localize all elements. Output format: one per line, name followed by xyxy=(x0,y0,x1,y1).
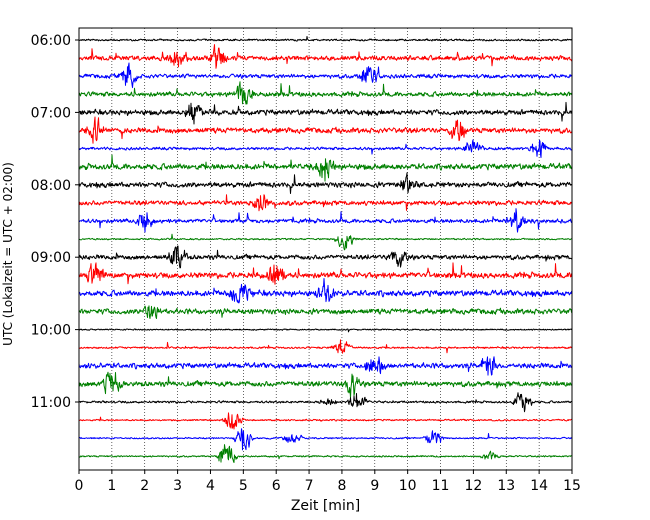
x-tick-label: 7 xyxy=(305,478,314,494)
plot-frame xyxy=(78,27,573,471)
seismic-trace-1045 xyxy=(78,371,573,399)
x-tick-label: 12 xyxy=(464,478,482,494)
y-tick-label: 10:00 xyxy=(31,323,71,339)
seismic-trace-0900 xyxy=(78,245,573,269)
seismic-trace-1145 xyxy=(78,444,573,463)
x-tick-label: 15 xyxy=(563,478,581,494)
seismic-trace-0700 xyxy=(79,101,573,125)
x-tick-label: 14 xyxy=(530,478,548,494)
x-tick-label: 1 xyxy=(107,478,116,494)
y-tick-label: 08:00 xyxy=(31,178,71,194)
x-tick-label: 10 xyxy=(399,478,417,494)
seismic-trace-0800 xyxy=(78,172,573,194)
x-tick-label: 2 xyxy=(140,478,149,494)
x-tick-label: 4 xyxy=(206,478,215,494)
seismic-trace-0745 xyxy=(78,154,573,182)
seismic-trace-0615 xyxy=(78,44,573,69)
y-tick-label: 09:00 xyxy=(31,250,71,266)
y-tick-label: 07:00 xyxy=(31,105,71,121)
seismic-trace-0945 xyxy=(78,305,573,319)
seismic-trace-1030 xyxy=(78,356,573,376)
x-tick-label: 5 xyxy=(239,478,248,494)
y-axis-title: UTC (Lokalzeit = UTC + 02:00) xyxy=(1,162,15,346)
x-tick-label: 9 xyxy=(370,478,379,494)
y-tick-label: 11:00 xyxy=(31,395,71,411)
y-tick-label: 06:00 xyxy=(31,33,71,49)
x-tick-label: 11 xyxy=(432,478,450,494)
seismic-trace-0630 xyxy=(78,62,573,89)
x-tick-label: 8 xyxy=(337,478,346,494)
x-tick-label: 13 xyxy=(497,478,515,494)
seismic-trace-0715 xyxy=(78,116,573,144)
seismic-trace-0930 xyxy=(78,278,573,304)
seismic-trace-1130 xyxy=(79,428,573,451)
seismic-trace-0645 xyxy=(78,81,573,105)
seismic-trace-0730 xyxy=(78,139,573,158)
x-tick-label: 0 xyxy=(75,478,84,494)
seismic-trace-1100 xyxy=(78,392,573,413)
seismic-trace-1000 xyxy=(78,328,573,333)
x-axis-ticks: 0 1 2 3 4 5 6 7 8 9 10 11 12 13 14 15 xyxy=(75,470,581,494)
seismic-trace-0830 xyxy=(79,208,573,233)
seismic-trace-0815 xyxy=(78,194,572,212)
seismic-trace-0845 xyxy=(78,233,572,251)
x-tick-label: 3 xyxy=(173,478,182,494)
seismic-traces xyxy=(78,36,573,463)
seismic-trace-1115 xyxy=(78,412,573,430)
seismic-trace-0600 xyxy=(78,36,573,42)
seismic-trace-1015 xyxy=(78,339,573,354)
y-axis-ticks: 06:00 07:00 08:00 09:00 10:00 11:00 xyxy=(31,33,79,411)
x-axis-title: Zeit [min] xyxy=(291,498,360,514)
x-tick-label: 6 xyxy=(272,478,281,494)
seismic-trace-0915 xyxy=(78,262,573,285)
